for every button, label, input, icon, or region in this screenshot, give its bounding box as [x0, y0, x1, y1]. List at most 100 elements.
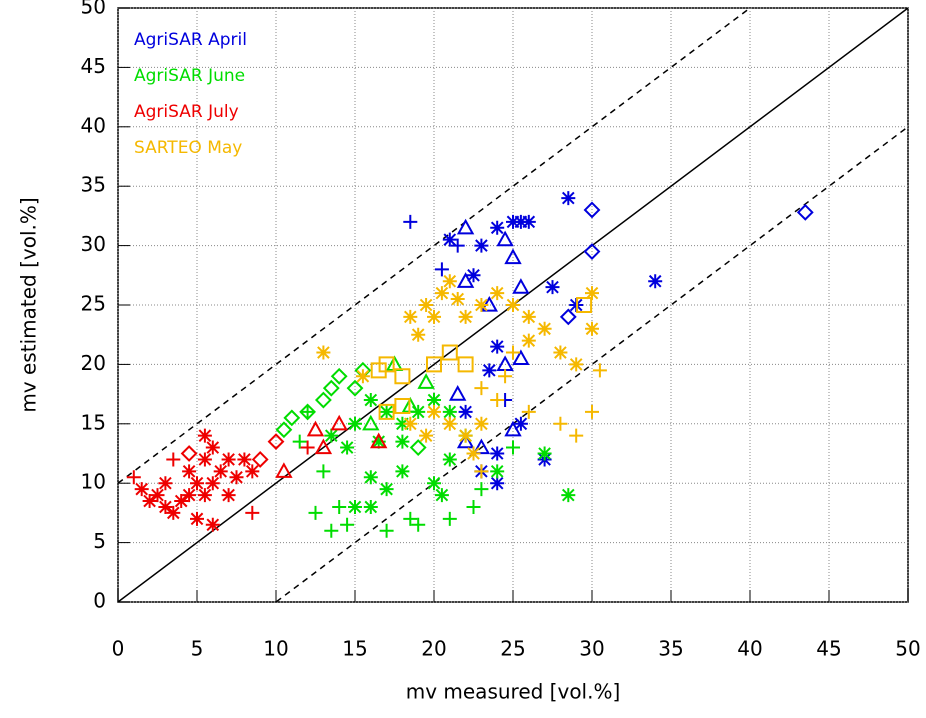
legend-entry: AgriSAR April — [134, 30, 247, 50]
x-tick-label: 10 — [263, 637, 288, 661]
data-point — [316, 345, 331, 360]
data-point — [450, 292, 465, 307]
data-point — [355, 369, 370, 384]
data-point — [158, 499, 173, 514]
data-point — [559, 308, 577, 326]
y-tick-label: 40 — [81, 113, 106, 137]
data-point — [472, 438, 491, 455]
data-point — [419, 428, 434, 443]
data-point — [378, 356, 395, 373]
x-tick-label: 20 — [421, 637, 446, 661]
data-point — [205, 476, 220, 491]
data-point — [796, 203, 814, 221]
data-point — [221, 452, 236, 467]
data-point — [363, 470, 378, 485]
data-point — [456, 218, 475, 235]
data-point — [585, 404, 599, 419]
data-point — [411, 517, 426, 532]
data-point — [537, 321, 552, 336]
data-point — [442, 511, 457, 526]
y-tick-label: 10 — [81, 470, 106, 494]
legend-entry: AgriSAR June — [134, 66, 245, 86]
data-point — [585, 321, 599, 336]
data-point — [512, 349, 530, 366]
data-point — [371, 434, 386, 449]
data-point — [553, 416, 568, 431]
data-point — [553, 345, 568, 360]
data-point — [442, 404, 457, 419]
data-point — [458, 428, 473, 443]
x-tick-label: 45 — [816, 637, 841, 661]
data-point — [275, 462, 293, 478]
data-point — [362, 414, 380, 431]
data-point — [379, 523, 394, 538]
legend-entry: SARTEO May — [134, 138, 242, 158]
data-point — [521, 309, 536, 324]
data-point — [521, 404, 536, 419]
data-point — [434, 262, 449, 277]
data-point — [442, 274, 457, 289]
data-point — [324, 523, 339, 538]
data-point — [267, 433, 285, 451]
data-point — [330, 414, 348, 431]
data-point — [449, 385, 467, 401]
data-point — [521, 333, 536, 348]
data-point — [490, 286, 505, 301]
data-point — [379, 482, 394, 497]
data-point — [490, 464, 505, 479]
x-tick-label: 50 — [895, 637, 920, 661]
data-point — [363, 393, 378, 408]
data-point — [340, 517, 355, 532]
data-point — [251, 451, 269, 468]
data-point — [592, 363, 607, 378]
data-point — [322, 379, 340, 397]
data-point — [466, 499, 481, 514]
data-point — [409, 439, 427, 456]
data-point — [403, 416, 418, 431]
data-point — [166, 505, 181, 520]
data-point — [513, 416, 528, 431]
data-point — [457, 356, 474, 373]
data-point — [427, 404, 441, 419]
data-point — [190, 511, 204, 526]
data-point — [427, 309, 441, 324]
data-point — [466, 446, 481, 461]
data-point — [576, 297, 593, 313]
data-point — [569, 428, 584, 443]
data-point — [395, 464, 410, 479]
x-tick-label: 25 — [500, 637, 525, 661]
data-point — [545, 280, 560, 295]
data-point — [521, 214, 536, 229]
data-point — [142, 494, 157, 509]
data-point — [456, 432, 475, 449]
y-tick-label: 5 — [93, 529, 106, 553]
data-point — [403, 309, 418, 324]
x-tick-label: 0 — [112, 637, 125, 661]
data-point — [537, 446, 552, 461]
data-point — [498, 369, 513, 384]
data-point — [150, 488, 165, 503]
data-point — [403, 214, 418, 229]
data-point — [426, 356, 442, 373]
data-point — [275, 421, 293, 439]
x-tick-label: 15 — [342, 637, 367, 661]
data-point — [348, 416, 362, 431]
y-tick-label: 0 — [93, 589, 106, 613]
data-point — [474, 238, 489, 253]
y-tick-label: 30 — [81, 232, 106, 256]
data-point — [394, 397, 411, 414]
data-point — [648, 274, 663, 289]
y-axis-label: mv estimated [vol.%] — [17, 197, 41, 412]
data-point — [190, 476, 204, 491]
y-tick-label: 25 — [81, 292, 106, 316]
data-point — [583, 201, 601, 219]
data-point — [458, 309, 473, 324]
data-point — [378, 403, 395, 420]
data-point — [506, 214, 520, 229]
data-point — [411, 327, 426, 342]
y-tick-label: 15 — [81, 410, 106, 434]
data-point — [474, 298, 489, 312]
data-point — [419, 298, 434, 312]
data-point — [434, 286, 449, 301]
